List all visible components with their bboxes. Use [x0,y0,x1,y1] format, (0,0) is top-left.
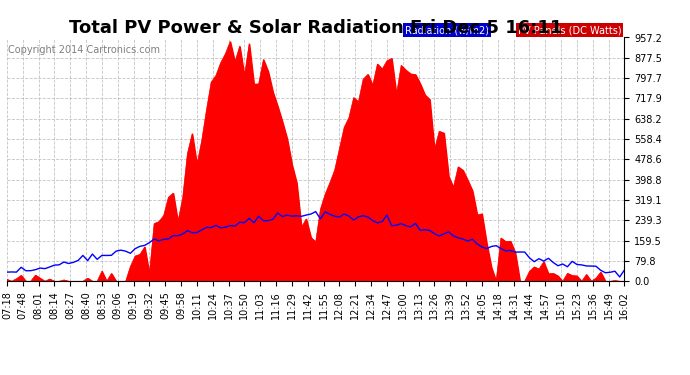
Text: Copyright 2014 Cartronics.com: Copyright 2014 Cartronics.com [8,45,160,55]
Text: Radiation (w/m2): Radiation (w/m2) [405,25,489,35]
Title: Total PV Power & Solar Radiation Fri Dec 5 16:11: Total PV Power & Solar Radiation Fri Dec… [69,20,562,38]
Text: PV Panels (DC Watts): PV Panels (DC Watts) [518,25,622,35]
